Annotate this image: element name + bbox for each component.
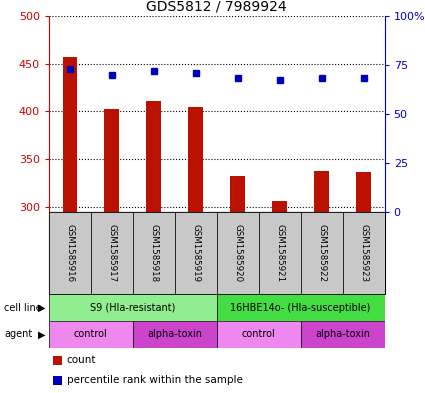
Text: GSM1585923: GSM1585923	[359, 224, 368, 282]
Bar	[217, 321, 300, 348]
Text: agent: agent	[4, 329, 32, 340]
Bar	[147, 101, 161, 212]
Text: count: count	[67, 355, 96, 365]
Title: GDS5812 / 7989924: GDS5812 / 7989924	[147, 0, 287, 13]
Bar	[188, 107, 203, 212]
Bar	[62, 57, 77, 212]
Text: ▶: ▶	[38, 329, 46, 340]
Text: 16HBE14o- (Hla-susceptible): 16HBE14o- (Hla-susceptible)	[230, 303, 371, 313]
Bar	[314, 171, 329, 212]
Bar	[343, 212, 385, 294]
Text: GSM1585917: GSM1585917	[108, 224, 116, 282]
Text: GSM1585919: GSM1585919	[191, 224, 200, 282]
Text: ▶: ▶	[38, 303, 46, 313]
Bar	[300, 212, 343, 294]
Text: control: control	[74, 329, 108, 340]
Text: GSM1585922: GSM1585922	[317, 224, 326, 282]
Bar	[91, 212, 133, 294]
Text: S9 (Hla-resistant): S9 (Hla-resistant)	[90, 303, 176, 313]
Bar	[356, 172, 371, 212]
Text: GSM1585921: GSM1585921	[275, 224, 284, 282]
Text: alpha-toxin: alpha-toxin	[315, 329, 370, 340]
Text: GSM1585920: GSM1585920	[233, 224, 242, 282]
Bar	[217, 294, 385, 321]
Bar	[49, 212, 91, 294]
Text: cell line: cell line	[4, 303, 42, 313]
Bar	[259, 212, 300, 294]
Bar	[49, 294, 217, 321]
Bar	[230, 176, 245, 212]
Text: percentile rank within the sample: percentile rank within the sample	[67, 375, 243, 386]
Bar	[133, 321, 217, 348]
Text: alpha-toxin: alpha-toxin	[147, 329, 202, 340]
Bar	[272, 201, 287, 212]
Bar	[300, 321, 385, 348]
Bar	[217, 212, 259, 294]
Bar	[133, 212, 175, 294]
Bar	[175, 212, 217, 294]
Text: GSM1585916: GSM1585916	[65, 224, 74, 282]
Text: GSM1585918: GSM1585918	[149, 224, 158, 282]
Text: control: control	[242, 329, 275, 340]
Bar	[49, 321, 133, 348]
Bar	[105, 110, 119, 212]
